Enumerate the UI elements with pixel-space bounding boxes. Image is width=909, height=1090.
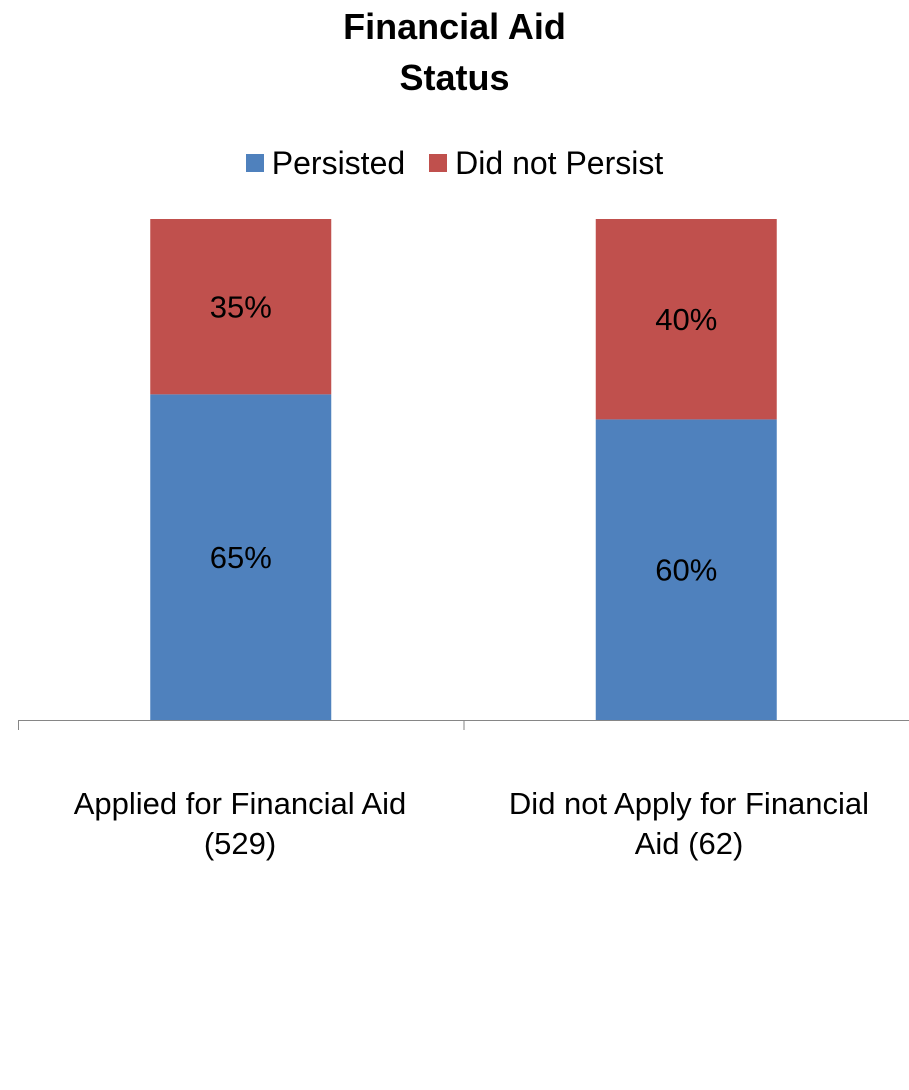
bar-segment-did-not-persist-1 — [595, 219, 777, 420]
chart-title-line-1: Financial Aid — [343, 6, 566, 47]
bar-segment-persisted-1 — [595, 419, 777, 720]
category-label-applied: Applied for Financial Aid (529) — [20, 784, 460, 864]
chart-legend: Persisted Did not Persist — [0, 143, 909, 183]
legend-item-persisted: Persisted — [245, 143, 406, 183]
data-label-did-not-persist-0: 35% — [210, 290, 272, 325]
category-label-did-not-apply-line-2: Aid (62) — [634, 826, 744, 861]
legend-swatch-persisted — [245, 154, 264, 172]
chart-title-line-2: Status — [399, 57, 510, 98]
data-label-persisted-0: 65% — [210, 540, 272, 575]
category-label-did-not-apply: Did not Apply for Financial Aid (62) — [469, 784, 909, 864]
legend-label-did-not-persist: Did not Persist — [455, 145, 664, 181]
legend-swatch-did-not-persist — [429, 154, 448, 172]
category-label-applied-line-2: (529) — [203, 826, 277, 861]
data-label-did-not-persist-1: 40% — [655, 302, 717, 337]
bar-segment-did-not-persist-0 — [150, 219, 332, 395]
category-label-applied-line-1: Applied for Financial Aid — [73, 786, 407, 821]
category-label-did-not-apply-line-1: Did not Apply for Financial — [508, 786, 870, 821]
data-label-persisted-1: 60% — [655, 553, 717, 588]
legend-label-persisted: Persisted — [271, 145, 406, 181]
bar-segment-persisted-0 — [150, 394, 332, 720]
legend-item-did-not-persist: Did not Persist — [429, 143, 663, 183]
